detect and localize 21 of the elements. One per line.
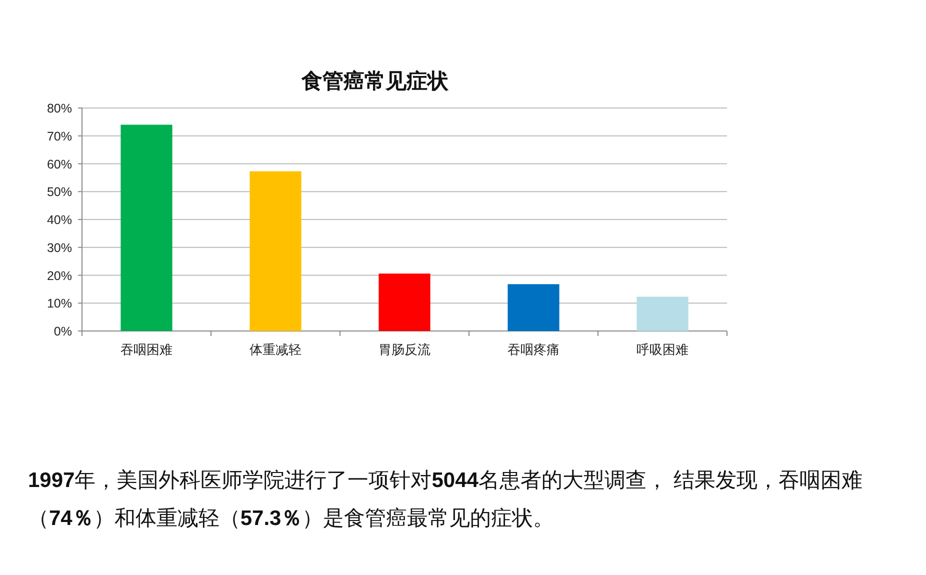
x-tick-label: 吞咽疼痛	[508, 342, 560, 357]
x-tick-label: 吞咽困难	[120, 342, 172, 357]
x-tick-label: 呼吸困难	[636, 342, 688, 357]
bar	[508, 284, 560, 331]
y-tick-label: 50%	[46, 185, 72, 200]
y-tick-label: 0%	[54, 324, 72, 338]
bar	[636, 296, 688, 331]
y-tick-label: 70%	[46, 129, 72, 144]
y-tick-label: 20%	[46, 268, 72, 283]
chart-title: 食管癌常见症状	[300, 69, 450, 93]
y-tick-label: 30%	[46, 240, 72, 255]
y-tick-label: 80%	[46, 102, 72, 116]
y-tick-label: 60%	[46, 157, 72, 172]
y-tick-label: 10%	[46, 296, 72, 311]
bar	[120, 124, 172, 331]
x-tick-label: 体重减轻	[250, 342, 302, 357]
y-tick-label: 40%	[46, 213, 72, 227]
x-tick-label: 胃肠反流	[378, 342, 430, 357]
bar	[378, 274, 430, 331]
text: 1997年，美国外科医师学院进行了一项针对5044名患者的大型调查， 结果发现，吞咽困难（74％）和体重减轻（57.3％）是食管癌最常见的症状。	[28, 469, 862, 530]
bar	[250, 171, 302, 331]
